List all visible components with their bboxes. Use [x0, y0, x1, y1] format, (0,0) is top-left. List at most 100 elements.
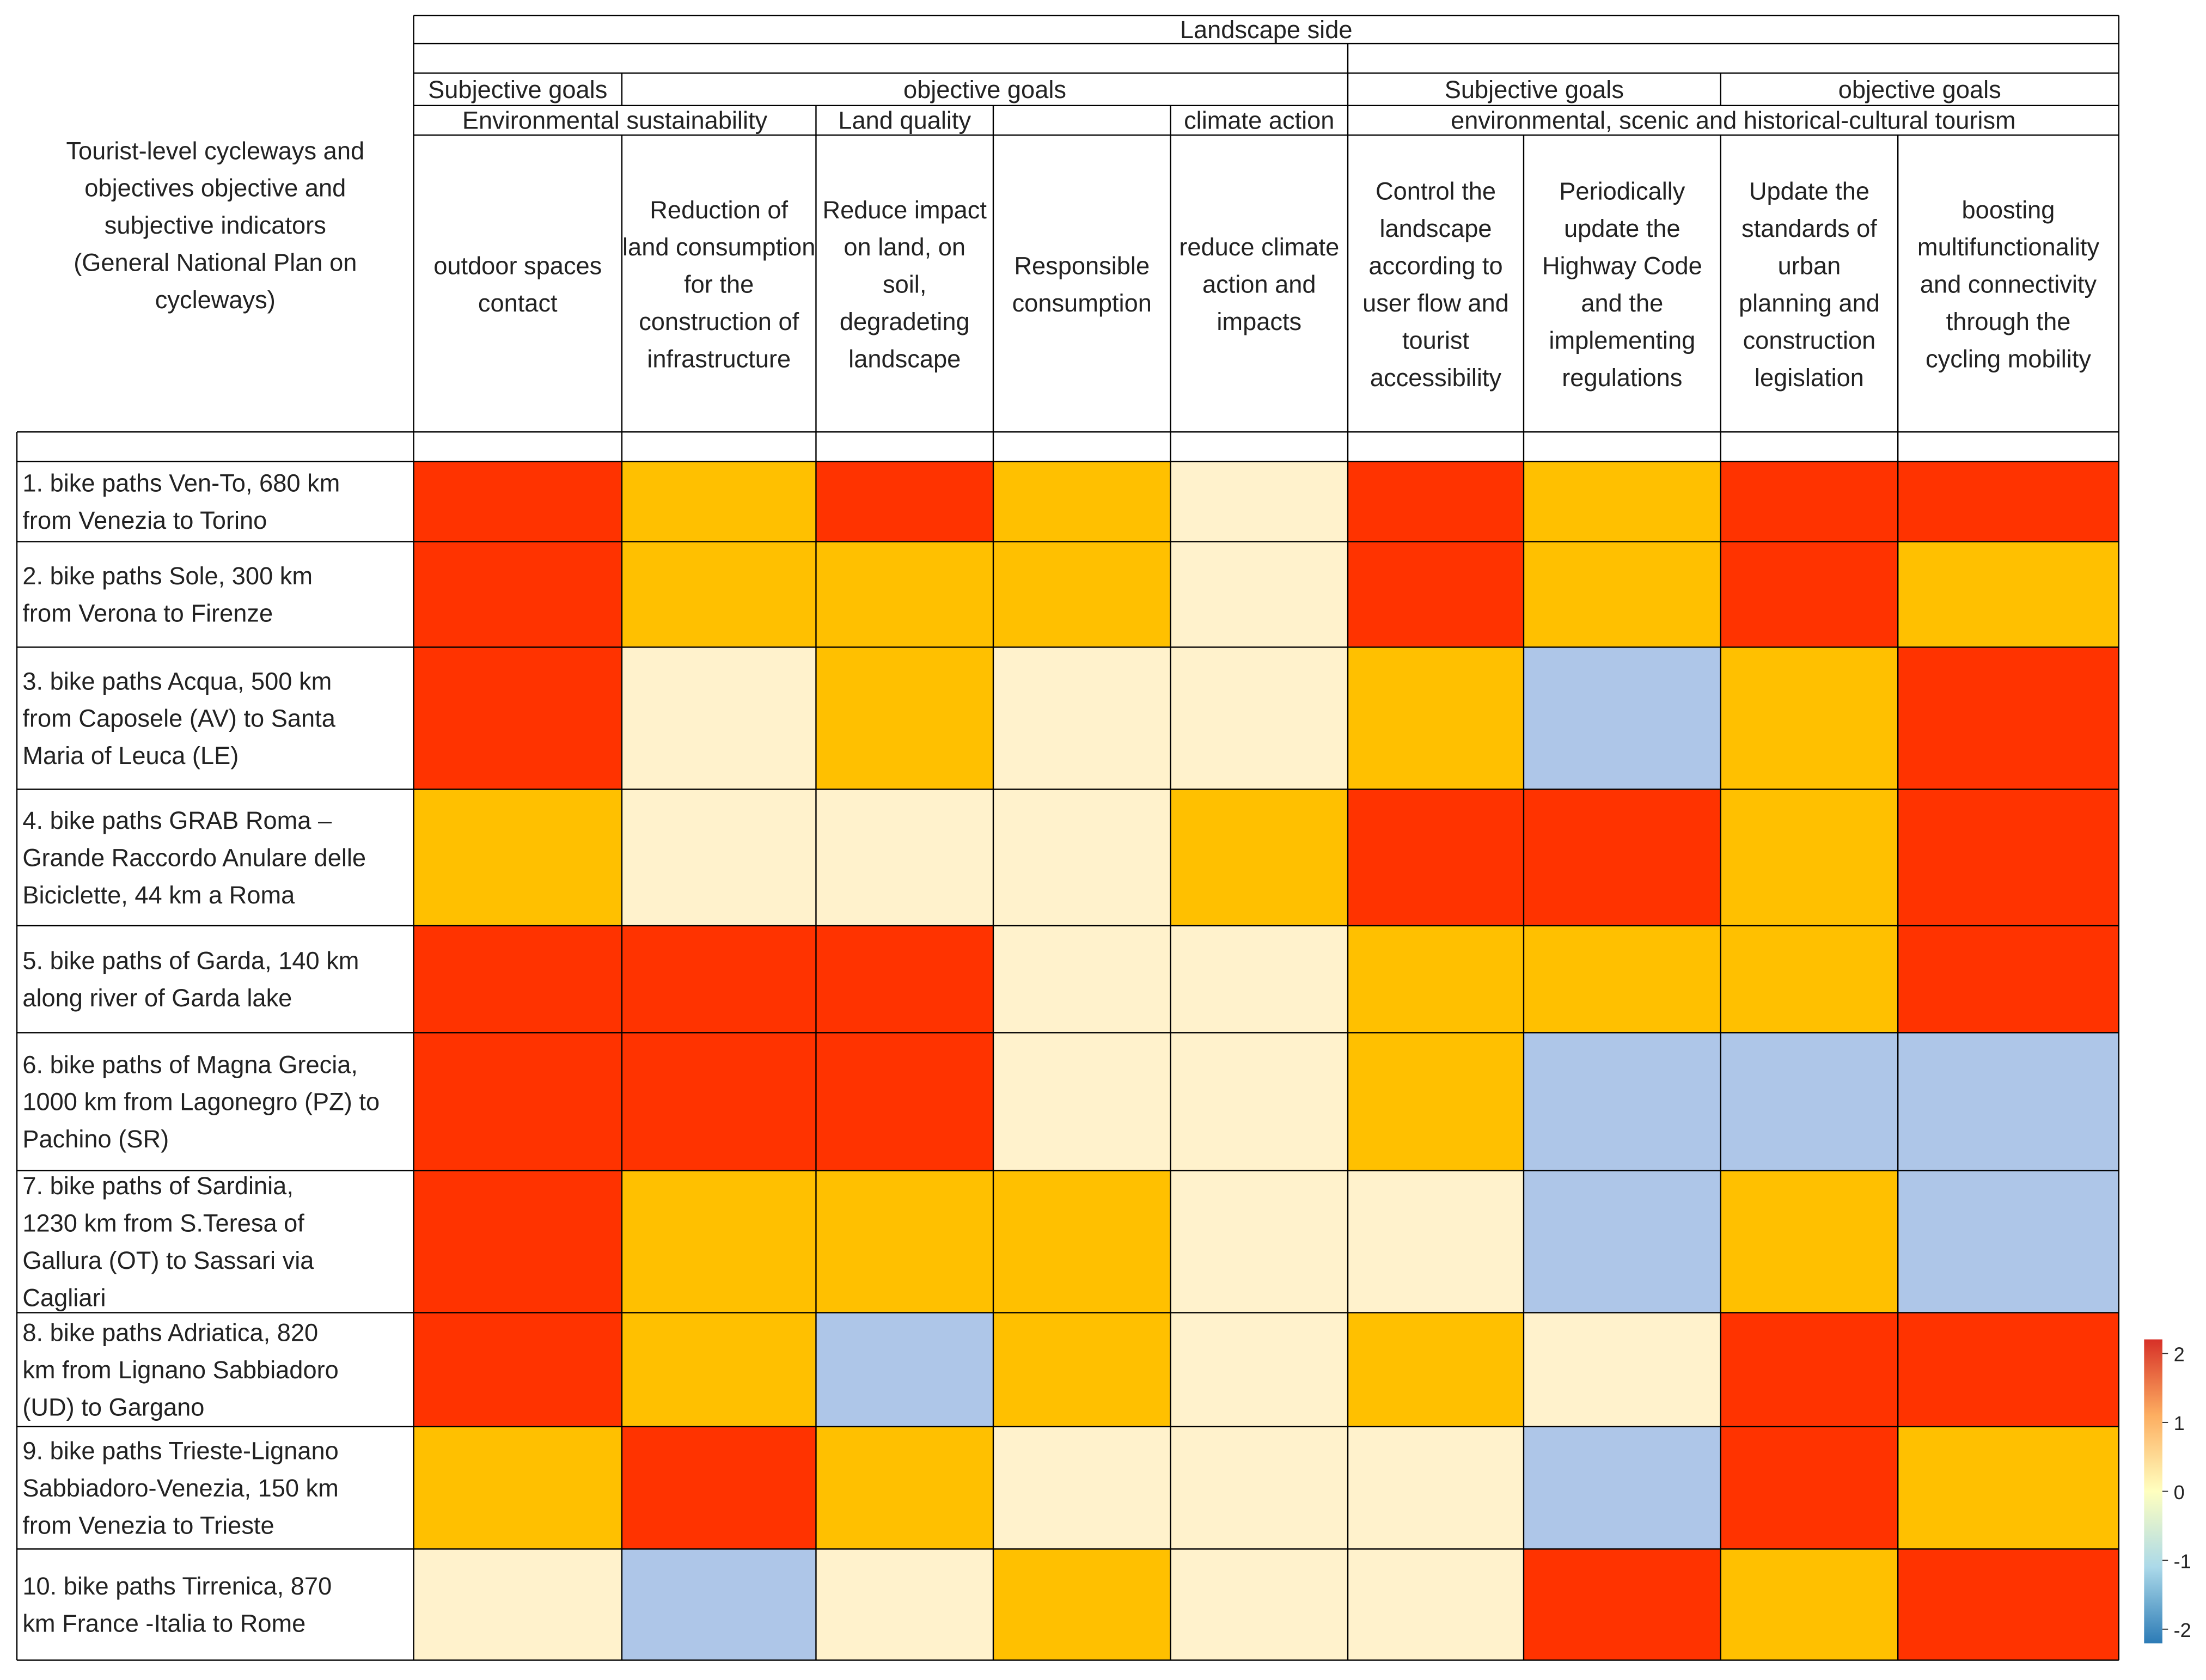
heat-cell	[1348, 1312, 1524, 1427]
row-label: 1. bike paths Ven-To, 680 km from Venezia…	[22, 469, 340, 534]
heat-cell	[621, 1170, 816, 1313]
heat-cell	[1898, 1033, 2119, 1171]
heat-cell	[1348, 789, 1524, 926]
heat-cell	[1348, 541, 1524, 647]
header-theme: Land quality	[838, 107, 971, 135]
header-theme: environmental, scenic and historical-cul…	[1451, 107, 2016, 135]
heat-cell	[993, 925, 1171, 1033]
heat-cell	[413, 925, 622, 1033]
heat-cell	[816, 647, 993, 790]
heat-cell	[1523, 1549, 1721, 1660]
heat-cell	[1170, 1170, 1348, 1313]
heat-cell	[816, 925, 993, 1033]
heat-cell	[1720, 925, 1898, 1033]
heat-cell	[1348, 1549, 1524, 1660]
heat-cell	[1523, 789, 1721, 926]
column-label: boosting multifunctionality and connectivi…	[1917, 196, 2100, 373]
heat-cell	[816, 541, 993, 647]
heat-cell	[816, 1170, 993, 1313]
heat-cell	[1170, 789, 1348, 926]
heat-cell	[993, 541, 1171, 647]
header-goal-group: Subjective goals	[428, 76, 607, 103]
legend-tick-label: -2	[2174, 1619, 2191, 1641]
row-label: 10. bike paths Tirrenica, 870 km France -…	[22, 1572, 332, 1637]
heat-cell	[1170, 647, 1348, 790]
heat-cell	[1348, 461, 1524, 542]
heat-cell	[621, 461, 816, 542]
heat-cell	[413, 1549, 622, 1660]
column-label: Reduce impact on land, on soil, degradeting…	[822, 196, 987, 373]
column-label: outdoor spaces contact	[433, 252, 602, 316]
heat-cell	[1348, 1426, 1524, 1549]
heat-cell	[1170, 1033, 1348, 1171]
heat-cell	[816, 1033, 993, 1171]
heat-cell	[1898, 1312, 2119, 1427]
header-goal-group: objective goals	[903, 76, 1066, 103]
heat-cell	[1170, 541, 1348, 647]
heat-cell	[1170, 1549, 1348, 1660]
heat-cell	[413, 1426, 622, 1549]
heat-cell	[1898, 461, 2119, 542]
heat-cell	[816, 1549, 993, 1660]
heat-cell	[1348, 925, 1524, 1033]
heat-cell	[1523, 1312, 1721, 1427]
heat-cell	[1348, 1170, 1524, 1313]
heat-cell	[1348, 1033, 1524, 1171]
heat-cell	[1720, 789, 1898, 926]
heat-cell	[1720, 1426, 1898, 1549]
legend-tick-label: 0	[2174, 1481, 2185, 1504]
heat-cell	[413, 1312, 622, 1427]
row-label: 5. bike paths of Garda, 140 km along rive…	[22, 947, 359, 1012]
heat-cell	[413, 461, 622, 542]
heat-cell	[1898, 541, 2119, 647]
header-theme: Environmental sustainability	[462, 107, 768, 135]
heat-cell	[1523, 647, 1721, 790]
heat-cell	[993, 461, 1171, 542]
legend-colorbar	[2144, 1339, 2162, 1644]
heat-cell	[816, 461, 993, 542]
heat-cell	[413, 1170, 622, 1313]
heat-cell	[1523, 461, 1721, 542]
row-label: 3. bike paths Acqua, 500 km from Caposele…	[22, 667, 335, 769]
heat-cell	[816, 1312, 993, 1427]
column-label: reduce climate action and impacts	[1179, 233, 1339, 335]
heat-cell	[1523, 1426, 1721, 1549]
heat-cell	[816, 1426, 993, 1549]
heat-cell	[993, 1426, 1171, 1549]
heat-cell	[1720, 647, 1898, 790]
row-label: 8. bike paths Adriatica, 820 km from Lign…	[22, 1318, 338, 1421]
heat-cell	[1720, 541, 1898, 647]
header-theme: climate action	[1184, 107, 1334, 135]
heat-cell	[1720, 461, 1898, 542]
legend-tick-label: 2	[2174, 1343, 2185, 1366]
heat-cell	[413, 789, 622, 926]
column-label: Reduction of land consumption for the const…	[622, 196, 815, 373]
heat-cell	[1898, 1549, 2119, 1660]
heat-cell	[1898, 647, 2119, 790]
header-goal-group: objective goals	[1838, 76, 2001, 103]
heat-cell	[993, 789, 1171, 926]
heat-cell	[621, 1312, 816, 1427]
column-label: Control the landscape according to user flo…	[1362, 178, 1509, 392]
heat-cell	[1720, 1549, 1898, 1660]
heat-cell	[621, 789, 816, 926]
column-label: Periodically update the Highway Code and th…	[1542, 178, 1702, 392]
heat-cell	[816, 789, 993, 926]
heat-cell	[413, 647, 622, 790]
column-label: Update the standards of urban planning and c…	[1739, 178, 1880, 392]
heat-cell	[1523, 925, 1721, 1033]
heat-cell	[621, 1033, 816, 1171]
heat-cell	[993, 1549, 1171, 1660]
heat-cell	[1720, 1312, 1898, 1427]
heat-cell	[1170, 1426, 1348, 1549]
heat-cell	[1898, 925, 2119, 1033]
heat-cell	[1523, 1170, 1721, 1313]
heat-cell	[621, 647, 816, 790]
legend-tick-label: -1	[2174, 1550, 2191, 1572]
heat-cell	[993, 1033, 1171, 1171]
heat-cell	[1348, 647, 1524, 790]
heat-cell	[1720, 1170, 1898, 1313]
heat-cell	[993, 1312, 1171, 1427]
